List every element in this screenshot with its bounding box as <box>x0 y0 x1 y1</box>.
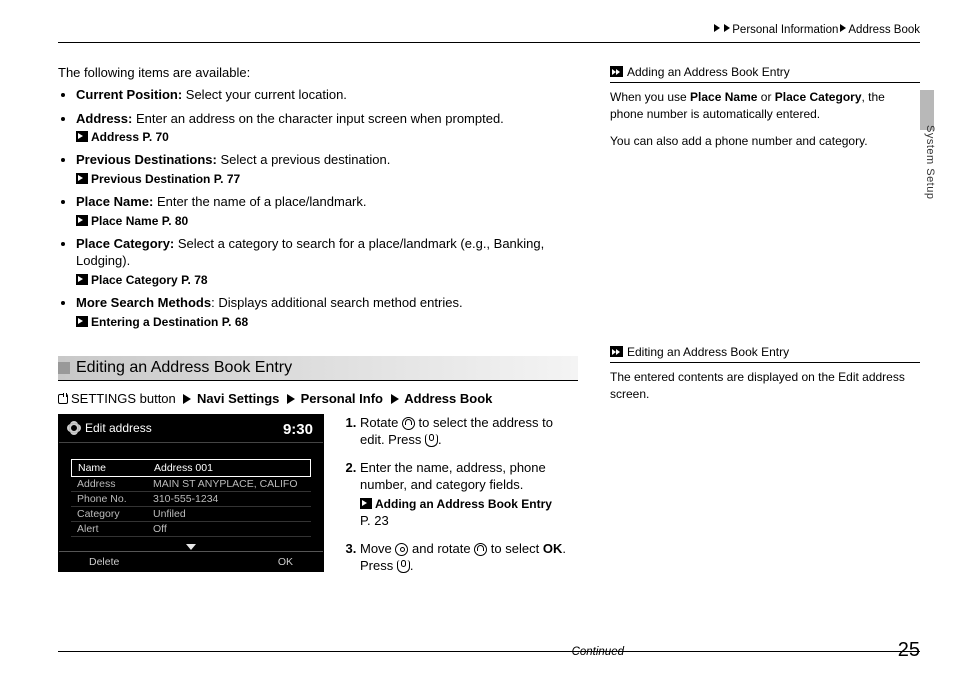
gear-icon <box>69 423 79 433</box>
screen-title: Edit address <box>85 421 152 435</box>
note-heading: Editing an Address Book Entry <box>610 345 920 363</box>
section-heading: Editing an Address Book Entry <box>58 356 578 381</box>
nav-path: SETTINGS button Navi Settings Personal I… <box>58 391 578 406</box>
field-row: NameAddress 001 <box>71 459 311 477</box>
xref-icon <box>76 274 88 285</box>
rotate-dial-icon <box>402 417 415 430</box>
xref-icon <box>76 215 88 226</box>
intro-text: The following items are available: <box>58 65 578 80</box>
xref: Address P. 70 <box>76 129 578 145</box>
step: Rotate to select the address to edit. Pr… <box>360 414 578 449</box>
xref-icon <box>76 316 88 327</box>
chevron-right-icon <box>391 394 399 404</box>
steps-list: Rotate to select the address to edit. Pr… <box>342 414 578 585</box>
page-number: 25 <box>898 639 920 662</box>
note-body: The entered contents are displayed on th… <box>610 369 920 403</box>
list-item: Place Name: Enter the name of a place/la… <box>76 193 578 229</box>
item-list: Current Position: Select your current lo… <box>58 86 578 330</box>
delete-button: Delete <box>89 556 119 568</box>
note-body: You can also add a phone number and cate… <box>610 133 920 150</box>
press-icon <box>425 434 438 447</box>
ok-button: OK <box>278 556 293 568</box>
breadcrumb: Personal Information Address Book <box>58 24 920 43</box>
list-item: Place Category: Select a category to sea… <box>76 235 578 288</box>
xref: Place Category P. 78 <box>76 272 578 288</box>
list-item: Address: Enter an address on the charact… <box>76 110 578 146</box>
chevron-down-icon <box>186 544 196 550</box>
xref-icon <box>76 131 88 142</box>
press-icon <box>397 560 410 573</box>
step: Enter the name, address, phone number, a… <box>360 459 578 530</box>
xref-icon <box>76 173 88 184</box>
note-heading: Adding an Address Book Entry <box>610 65 920 83</box>
breadcrumb-b: Address Book <box>848 24 920 36</box>
xref: Entering a Destination P. 68 <box>76 314 578 330</box>
xref: Previous Destination P. 77 <box>76 171 578 187</box>
list-item: More Search Methods: Displays additional… <box>76 294 578 330</box>
xref-icon <box>360 498 372 509</box>
continued-label: Continued <box>572 646 624 658</box>
settings-button-icon <box>58 394 68 404</box>
xref: Adding an Address Book Entry <box>360 496 578 512</box>
side-tab <box>920 90 934 130</box>
side-label: System Setup <box>924 125 936 199</box>
screen-clock: 9:30 <box>283 421 313 438</box>
rotate-dial-icon <box>474 543 487 556</box>
step: Move and rotate to select OK. Press . <box>360 540 578 575</box>
note-body: When you use Place Name or Place Categor… <box>610 89 920 123</box>
breadcrumb-a: Personal Information <box>732 24 838 36</box>
chevron-right-icon <box>183 394 191 404</box>
note-icon <box>610 66 623 77</box>
xref: Place Name P. 80 <box>76 213 578 229</box>
note-icon <box>610 346 623 357</box>
page-footer <box>58 651 920 658</box>
joystick-icon <box>395 543 408 556</box>
device-screenshot: Edit address 9:30 NameAddress 001 Addres… <box>58 414 324 572</box>
field-row: CategoryUnfiled <box>71 507 311 522</box>
field-row: AlertOff <box>71 522 311 537</box>
chevron-right-icon <box>287 394 295 404</box>
square-icon <box>58 362 70 374</box>
list-item: Previous Destinations: Select a previous… <box>76 151 578 187</box>
field-row: AddressMAIN ST ANYPLACE, CALIFO <box>71 477 311 492</box>
list-item: Current Position: Select your current lo… <box>76 86 578 104</box>
field-row: Phone No.310-555-1234 <box>71 492 311 507</box>
